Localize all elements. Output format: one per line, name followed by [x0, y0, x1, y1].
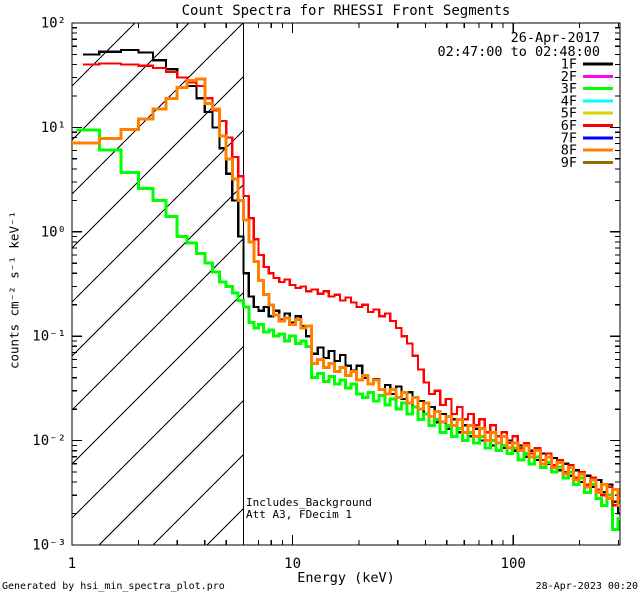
y-tick-label: 10¹ — [41, 120, 66, 136]
series-curve-8F — [72, 77, 620, 507]
legend-label-1F: 1F — [561, 57, 577, 73]
plot-title: Count Spectra for RHESSI Front Segments — [181, 3, 511, 19]
plot-frame — [71, 22, 621, 546]
legend-label-2F: 2F — [561, 69, 577, 85]
render-timestamp: 28-Apr-2023 00:20 — [535, 581, 638, 592]
series-curve-6F — [82, 62, 620, 507]
observation-datetime: 26-Apr-2017 02:47:00 to 02:48:00 — [437, 30, 600, 60]
obs-time-range: 02:47:00 to 02:48:00 — [437, 43, 600, 60]
x-axis-label: Energy (keV) — [297, 570, 395, 586]
y-tick-label: 10² — [41, 16, 66, 32]
series-curves — [72, 49, 620, 532]
obs-date: 26-Apr-2017 — [510, 30, 600, 46]
series-curve-3F — [76, 128, 620, 532]
y-axis-label: counts cm⁻² s⁻¹ keV⁻¹ — [6, 210, 22, 370]
legend-label-4F: 4F — [561, 93, 577, 109]
legend-label-3F: 3F — [561, 81, 577, 97]
generator-credit: Generated by hsi_min_spectra_plot.pro — [2, 581, 225, 592]
legend-label-8F: 8F — [561, 143, 577, 159]
y-tick-label: 10⁻¹ — [32, 329, 66, 345]
y-tick-label: 10⁰ — [41, 224, 66, 240]
annotation-attenuator: Att A3, FDecim 1 — [246, 508, 352, 521]
legend-label-6F: 6F — [561, 118, 577, 134]
legend-label-7F: 7F — [561, 130, 577, 146]
series-curve-1F — [82, 49, 620, 515]
x-tick-label: 1 — [68, 556, 76, 572]
legend-label-5F: 5F — [561, 106, 577, 122]
x-tick-label: 10 — [284, 556, 301, 572]
legend-label-9F: 9F — [561, 155, 577, 171]
plot-annotations: Includes_Background Att A3, FDecim 1 — [246, 497, 372, 521]
y-tick-label: 10⁻³ — [32, 538, 66, 554]
x-tick-label: 100 — [501, 556, 526, 572]
y-tick-label: 10⁻² — [32, 433, 66, 449]
annotation-background: Includes_Background — [246, 496, 372, 509]
hatch-pattern — [72, 23, 244, 545]
